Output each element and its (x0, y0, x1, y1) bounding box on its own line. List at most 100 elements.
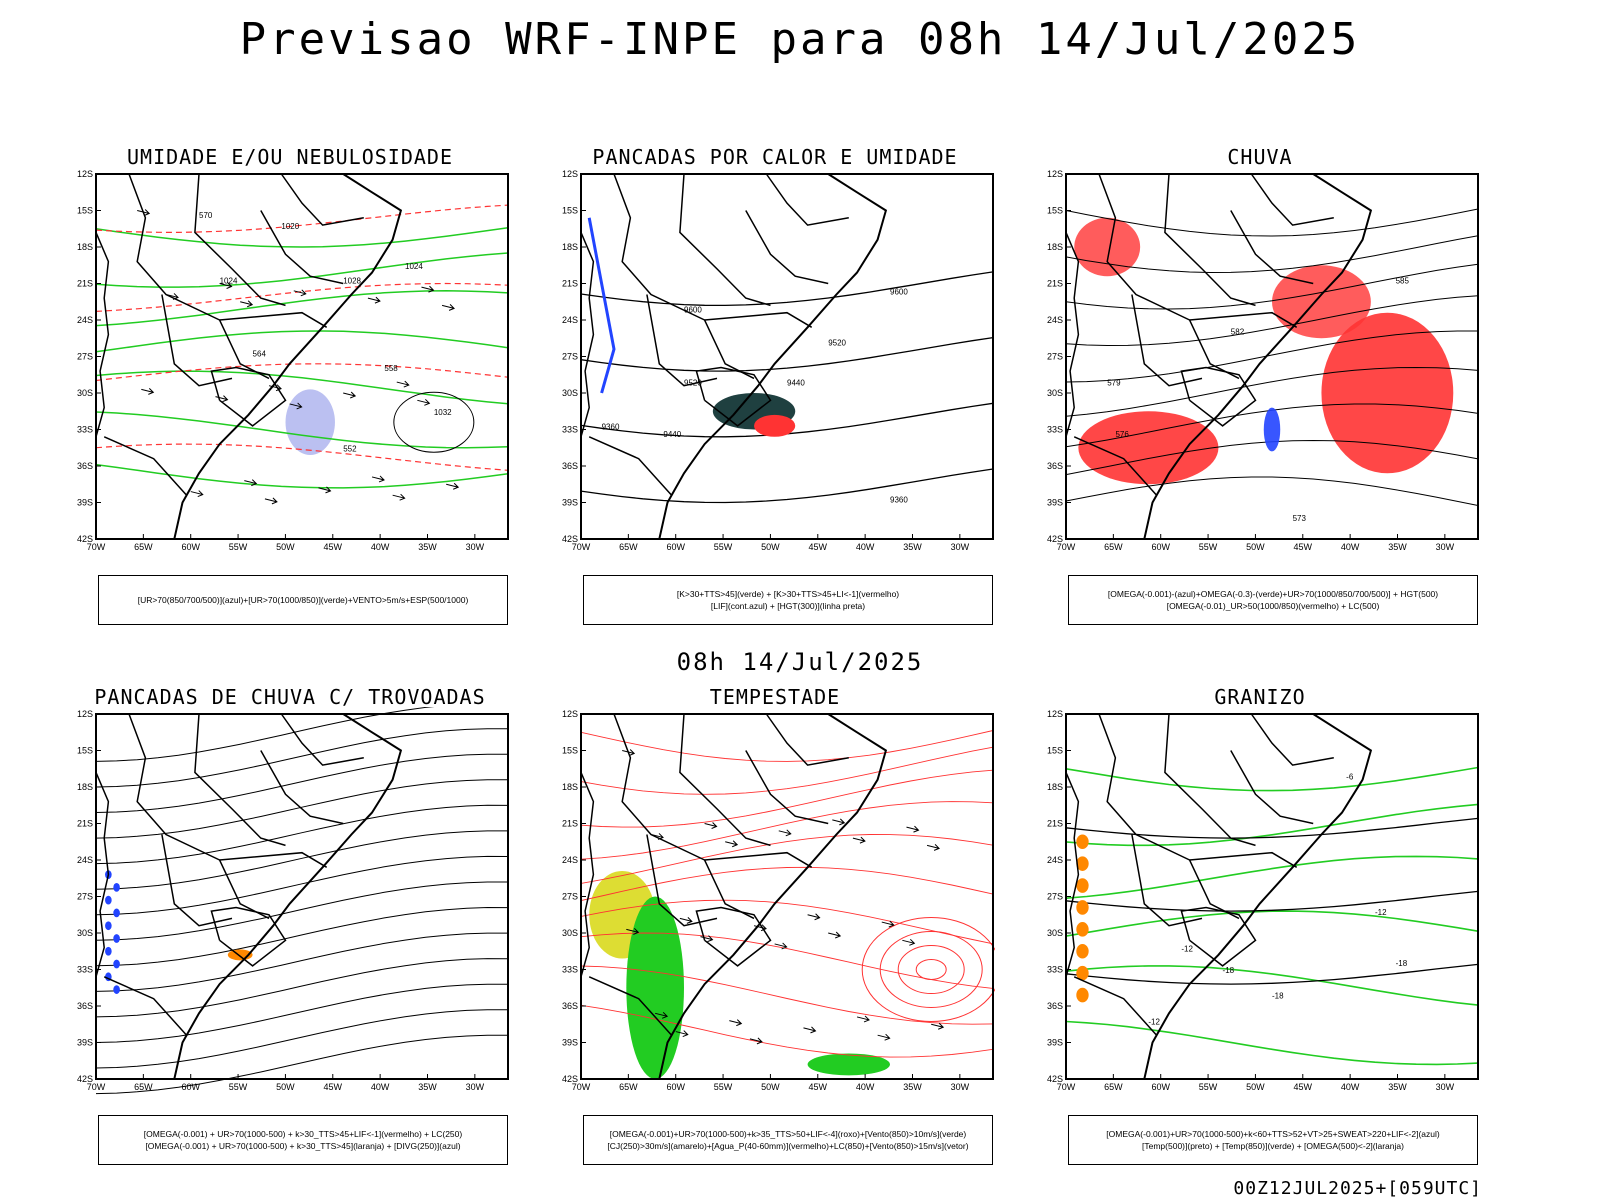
temp-850-contour (1065, 1020, 1479, 1066)
lat-tick-label: 12S (1047, 709, 1063, 719)
divergence-area (113, 882, 120, 892)
wind-vector (141, 387, 155, 395)
contour-label: 558 (384, 364, 398, 373)
lon-tick-label: 40W (856, 1082, 875, 1092)
rain-area (1321, 312, 1454, 474)
wind-vector (441, 304, 455, 311)
lat-tick-label: 27S (1047, 352, 1063, 362)
lat-tick-label: 24S (1047, 315, 1063, 325)
omega-area (1076, 965, 1089, 981)
panel-title: GRANIZO (1214, 685, 1306, 709)
wind-vector (318, 486, 332, 494)
wind-vector (774, 942, 788, 950)
lon-tick-label: 40W (1341, 1082, 1360, 1092)
divergence-area (105, 895, 112, 905)
lat-tick-label: 30S (1047, 388, 1063, 398)
map-chuva: 585 582 579 576 573 12S 15S 18S 21S 24S 27S 30S 33S 3… (1047, 169, 1479, 552)
lat-tick-label: 36S (77, 1001, 93, 1011)
lat-tick-label: 39S (1047, 498, 1063, 508)
wind-vector (856, 1015, 870, 1023)
legend-caption: [K>30+TTS>45](verde) + [K>30+TTS>45+LI<-… (583, 575, 993, 625)
map-geography (1065, 713, 1373, 1080)
state-border (704, 851, 813, 868)
state-border (260, 750, 344, 825)
wind-vector (700, 935, 714, 943)
wind-vector (392, 493, 406, 501)
lon-tick-label: 45W (809, 1082, 828, 1092)
lat-tick-label: 27S (77, 352, 93, 362)
lon-tick-label: 40W (371, 1082, 390, 1092)
contour-label: 9440 (787, 379, 805, 388)
state-border (1073, 436, 1158, 496)
wind-vector (268, 384, 282, 392)
legend-caption: [OMEGA(-0.001)+UR>70(1000-500)+k<60+TTS>… (1068, 1115, 1478, 1165)
lon-tick-label: 40W (1341, 542, 1360, 552)
caption-line: [OMEGA(-0.001)+UR>70(1000-500)+k<60+TTS>… (1106, 1129, 1440, 1139)
omega-area (1076, 943, 1089, 959)
lon-tick-label: 50W (1246, 1082, 1265, 1092)
lat-tick-label: 42S (77, 1074, 93, 1084)
lat-tick-label: 18S (77, 242, 93, 252)
contour-label: -12 (1375, 908, 1387, 917)
lat-tick-label: 42S (562, 1074, 578, 1084)
wind-vector (778, 829, 792, 837)
wind-vector (679, 917, 693, 924)
lat-tick-label: 12S (77, 709, 93, 719)
streamline (580, 834, 994, 884)
streamline (1065, 330, 1478, 383)
contour-label: -18 (1272, 992, 1284, 1001)
state-border (1250, 173, 1334, 226)
state-border (646, 834, 718, 927)
lat-tick-label: 33S (1047, 965, 1063, 975)
andes-border (95, 772, 110, 978)
wind-vector (396, 380, 410, 388)
streamline (95, 881, 508, 941)
streamline (580, 932, 994, 989)
omega-area (1076, 987, 1089, 1003)
streamline (1065, 208, 1479, 237)
state-border (588, 436, 673, 496)
divergence-area (113, 959, 120, 969)
lat-tick-label: 33S (77, 965, 93, 975)
wind-vector (421, 285, 435, 293)
lon-tick-label: 65W (619, 542, 638, 552)
map-background (96, 714, 508, 1079)
lon-tick-label: 35W (1388, 542, 1407, 552)
lon-tick-label: 50W (276, 1082, 295, 1092)
lon-tick-label: 45W (324, 542, 343, 552)
lon-tick-label: 50W (1246, 542, 1265, 552)
contour-label: 1020 (281, 222, 299, 231)
panel-title: PANCADAS POR CALOR E UMIDADE (592, 145, 958, 169)
lat-tick-label: 15S (77, 206, 93, 216)
lat-tick-label: 33S (77, 425, 93, 435)
caption-line: [OMEGA(-0.001) + UR>70(1000-500) + k>30_… (143, 1129, 463, 1139)
state-border (1189, 851, 1298, 868)
humidity-contour (95, 463, 509, 489)
contour-label: 564 (253, 350, 267, 359)
thickness-contour (95, 282, 509, 312)
strong-wind-area (626, 896, 684, 1079)
state-border (613, 713, 755, 920)
state-border (679, 713, 771, 847)
lat-tick-label: 27S (77, 892, 93, 902)
lat-tick-label: 30S (77, 388, 93, 398)
wind-vector (852, 836, 866, 844)
lat-tick-label: 27S (562, 352, 578, 362)
coastline (658, 713, 888, 1080)
contour-label: 9360 (602, 423, 620, 432)
lon-tick-label: 70W (572, 1082, 591, 1092)
state-border (613, 173, 755, 380)
temp-850-contour (1065, 803, 1479, 847)
lat-tick-label: 12S (1047, 169, 1063, 179)
map-geography (95, 173, 403, 540)
panel-chuva: CHUVA 585 582 579 576 573 12S 15S 18S 21S 24S 27S 3… (1040, 145, 1480, 625)
state-border (194, 713, 286, 847)
temp-850-contour (1065, 965, 1479, 1006)
state-border (765, 713, 849, 766)
divergence-area (113, 985, 120, 994)
lat-tick-label: 18S (562, 242, 578, 252)
map-geography (95, 713, 403, 1080)
lon-tick-label: 35W (418, 1082, 437, 1092)
lon-tick-label: 40W (371, 542, 390, 552)
